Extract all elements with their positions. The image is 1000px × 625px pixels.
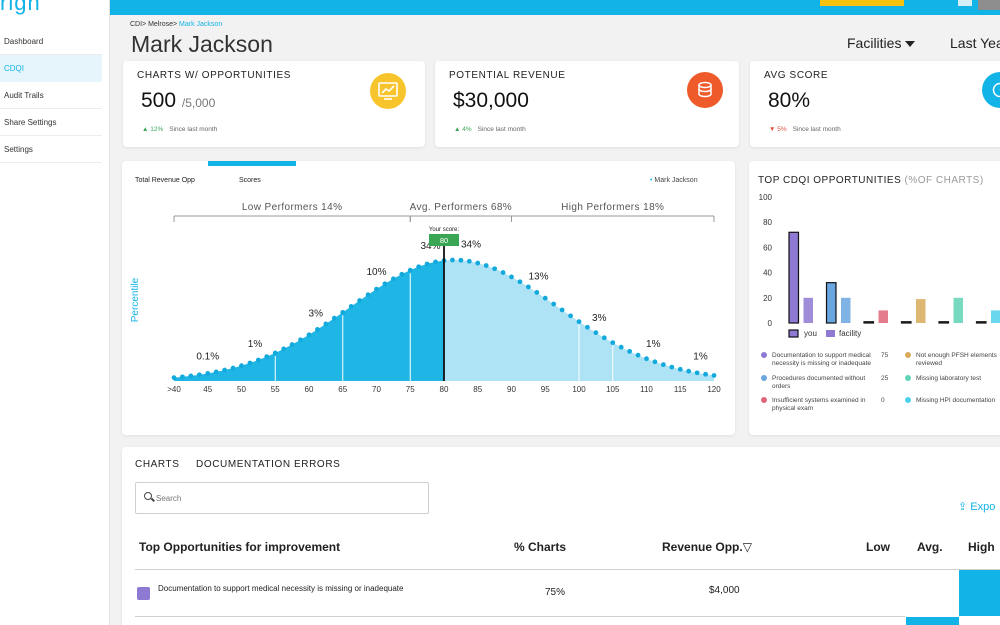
chevron-down-icon (905, 41, 916, 48)
stat-card-revenue: POTENTIAL REVENUE $30,000 ▲ 4% Since last… (435, 61, 739, 147)
stat-card-charts: CHARTS W/ OPPORTUNITIES 500 /5,000 ▲ 12%… (123, 61, 425, 147)
facilities-select-label: Facilities (847, 35, 902, 51)
opp-legend-value: 25 (881, 375, 889, 382)
breadcrumb-current: Mark Jackson (179, 21, 223, 28)
stat-total: /5,000 (181, 96, 216, 110)
row-high-cell (959, 570, 1000, 616)
row-color-swatch (137, 587, 150, 600)
column-header-revenue[interactable]: Revenue Opp.▽ (662, 540, 752, 554)
row-avg-cell (906, 617, 959, 625)
avatar[interactable] (978, 0, 1000, 10)
table-header-divider (135, 569, 1000, 570)
sidebar-item-dashboard[interactable]: Dashboard (0, 28, 102, 55)
stat-label: AVG SCORE (764, 70, 829, 81)
opportunities-card (749, 161, 1000, 435)
column-header-avg[interactable]: Avg. (917, 540, 943, 554)
opp-legend-item: Missing HPI documentation (905, 397, 1000, 405)
distribution-card (122, 161, 735, 435)
stat-label: CHARTS W/ OPPORTUNITIES (137, 70, 291, 81)
opp-legend-text: Missing laboratory test (916, 375, 982, 382)
opportunities-subtitle: (%OF CHARTS) (904, 175, 984, 186)
column-header-low[interactable]: Low (866, 540, 890, 554)
opportunities-title: TOP CDQI OPPORTUNITIES (%OF CHARTS) (758, 175, 984, 186)
sidebar-item-share-settings[interactable]: Share Settings (0, 109, 102, 136)
sidebar-item-settings[interactable]: Settings (0, 136, 102, 163)
legend-dot-icon (905, 397, 911, 403)
stat-value: 500 /5,000 (141, 89, 215, 113)
stat-label: POTENTIAL REVENUE (449, 70, 566, 81)
stat-change-since: Since last month (169, 126, 218, 133)
opp-legend-item: Insufficient systems examined in physica… (761, 397, 901, 412)
row-label: Documentation to support medical necessi… (158, 584, 404, 593)
top-notification-icon[interactable] (958, 0, 972, 6)
opp-legend-text: Documentation to support medical necessi… (772, 352, 871, 367)
stat-change-since: Since last month (792, 126, 841, 133)
opp-legend-item: Not enough PFSH elements reviewed (905, 352, 1000, 367)
opp-legend-item: Procedures documented without orders 25 (761, 375, 901, 390)
opp-legend-value: 0 (881, 397, 885, 404)
charts-table-card (122, 447, 1000, 625)
stat-change-since: Since last month (477, 126, 526, 133)
stat-value: 80% (768, 89, 811, 112)
table-row-divider (135, 616, 905, 617)
column-header-high[interactable]: High (968, 540, 995, 554)
tab-total-revenue-opp[interactable]: Total Revenue Opp (135, 177, 195, 184)
sidebar-item-cdqi[interactable]: CDQI (0, 55, 102, 82)
export-button[interactable]: ⇪ Expo (958, 500, 995, 513)
stat-change-value: ▲ 4% (454, 126, 472, 133)
legend-dot-icon (761, 375, 767, 381)
search-icon (144, 492, 152, 500)
legend-label: Mark Jackson (654, 177, 698, 184)
search-box (135, 482, 429, 514)
tab-charts[interactable]: CHARTS (135, 459, 180, 470)
legend-dot-icon (905, 352, 911, 358)
filter-icon[interactable]: ▽ (742, 540, 752, 554)
stat-change-value: ▲ 12% (142, 126, 164, 133)
breadcrumb: CDI> Melrose> Mark Jackson (130, 21, 222, 28)
search-input[interactable] (156, 491, 416, 506)
row-percent: 75% (545, 587, 566, 598)
column-header-opportunity[interactable]: Top Opportunities for improvement (139, 540, 341, 554)
stat-change: ▲ 12% Since last month (142, 126, 217, 133)
legend-dot-icon: • (650, 177, 653, 184)
opp-legend-text: Insufficient systems examined in physica… (772, 397, 866, 412)
coins-icon (687, 72, 723, 108)
stat-change-value: ▼ 5% (769, 126, 787, 133)
opp-legend-item: Documentation to support medical necessi… (761, 352, 901, 367)
app-logo[interactable]: righ (0, 0, 41, 15)
legend-dot-icon (761, 352, 767, 358)
opp-legend-text: Not enough PFSH elements reviewed (916, 352, 997, 367)
opp-legend-text: Procedures documented without orders (772, 375, 866, 390)
opp-legend-item: Missing laboratory test (905, 375, 1000, 383)
period-select[interactable]: Last Yea (950, 35, 1000, 51)
stat-value: $30,000 (453, 89, 529, 112)
distribution-legend: • Mark Jackson (650, 177, 698, 184)
opp-legend-value: 75 (881, 352, 889, 359)
export-label: Expo (970, 501, 996, 513)
row-revenue: $4,000 (709, 585, 740, 596)
sidebar-item-audit-trails[interactable]: Audit Trails (0, 82, 102, 109)
active-tab-indicator (208, 161, 296, 166)
stat-change: ▲ 4% Since last month (454, 126, 526, 133)
chart-icon (370, 73, 406, 109)
column-header-percent-charts[interactable]: % Charts (514, 540, 567, 554)
export-icon: ⇪ (958, 501, 968, 513)
sidebar: righ Dashboard CDQI Audit Trails Share S… (0, 0, 110, 625)
facilities-select[interactable]: Facilities (847, 35, 916, 51)
tab-documentation-errors[interactable]: DOCUMENTATION ERRORS (196, 459, 341, 470)
opportunities-title-main: TOP CDQI OPPORTUNITIES (758, 175, 902, 186)
stat-change: ▼ 5% Since last month (769, 126, 841, 133)
tab-scores[interactable]: Scores (239, 177, 261, 184)
top-cta-button[interactable] (820, 0, 904, 6)
breadcrumb-path[interactable]: CDI> Melrose> (130, 21, 180, 28)
gauge-icon (982, 72, 1000, 108)
stat-card-score: AVG SCORE 80% ▼ 5% Since last month (750, 61, 1000, 147)
legend-dot-icon (905, 375, 911, 381)
top-bar (110, 0, 1000, 15)
opp-legend-text: Missing HPI documentation (916, 397, 996, 404)
legend-dot-icon (761, 397, 767, 403)
stat-number: 500 (141, 89, 177, 112)
page-title: Mark Jackson (131, 31, 273, 57)
